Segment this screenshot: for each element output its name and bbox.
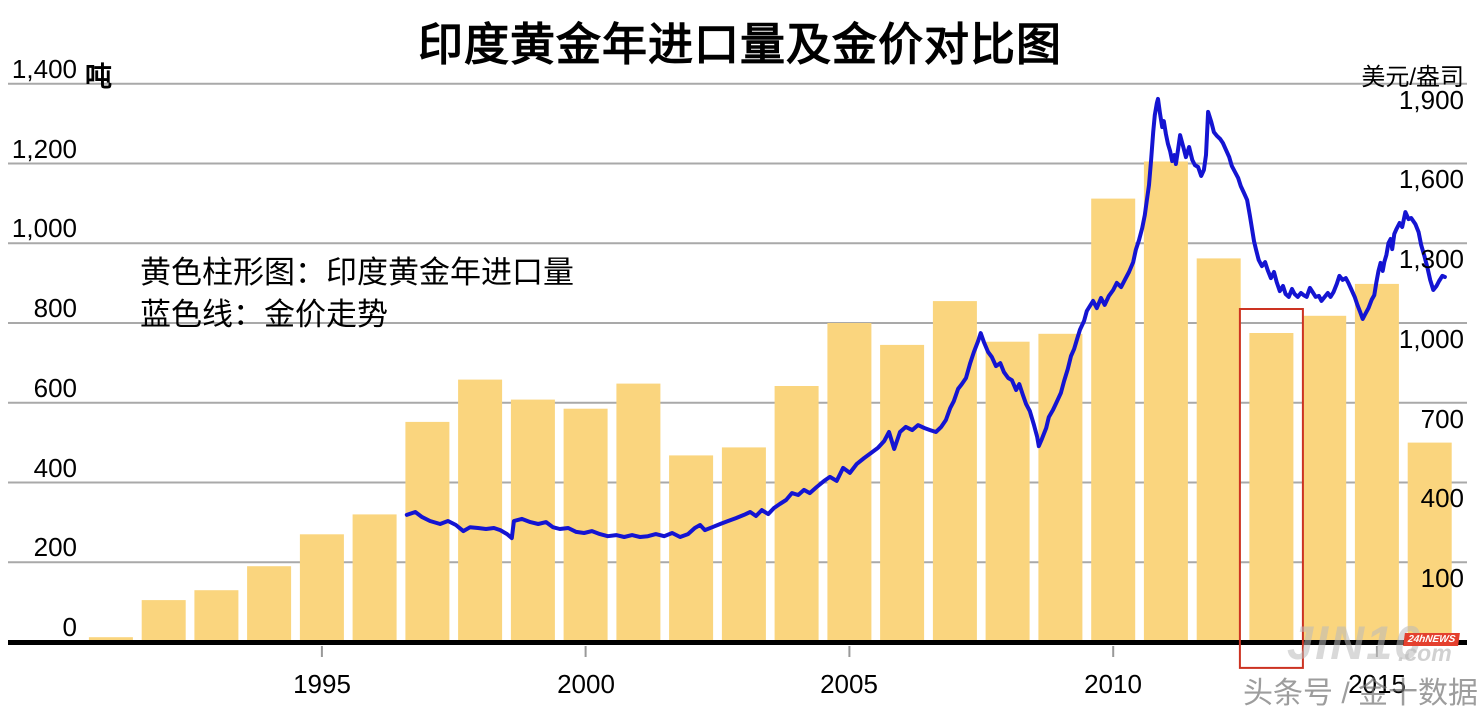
x-axis-tick: 2010 bbox=[1084, 669, 1142, 699]
x-axis-tick: 2015 bbox=[1348, 669, 1406, 699]
watermark-caption: 头条号 / 金十数据 bbox=[1243, 677, 1479, 709]
right-axis-unit-label: 美元/盎司 bbox=[1361, 64, 1464, 91]
left-axis-tick: 200 bbox=[33, 532, 77, 562]
x-axis-tick: 1995 bbox=[293, 669, 351, 699]
legend-line-label: 蓝色线：金价走势 bbox=[140, 297, 388, 332]
right-axis-tick: 1,000 bbox=[1398, 324, 1464, 354]
left-axis-tick: 800 bbox=[33, 293, 77, 323]
left-axis-tick: 1,400 bbox=[11, 54, 77, 84]
watermark-brand-logo: JIN10 bbox=[1287, 616, 1423, 669]
x-axis-tick: 2005 bbox=[820, 669, 878, 699]
right-axis-tick: 700 bbox=[1420, 404, 1464, 434]
left-axis-tick: 400 bbox=[33, 453, 77, 483]
right-axis-tick: 1,600 bbox=[1398, 164, 1464, 194]
left-axis-tick: 0 bbox=[62, 612, 77, 642]
watermark-news-badge: 24hNEWS bbox=[1403, 633, 1461, 646]
x-axis-tick: 2000 bbox=[557, 669, 615, 699]
left-axis-tick: 1,200 bbox=[11, 134, 77, 164]
right-axis-tick: 100 bbox=[1420, 563, 1464, 593]
right-axis-tick: 1,300 bbox=[1398, 244, 1464, 274]
chart-title: 印度黄金年进口量及金价对比图 bbox=[417, 19, 1062, 70]
left-axis-tick: 1,000 bbox=[11, 213, 77, 243]
left-axis-tick: 600 bbox=[33, 373, 77, 403]
left-axis-unit-label: 吨 bbox=[85, 62, 112, 92]
legend-bars-label: 黄色柱形图：印度黄金年进口量 bbox=[140, 255, 574, 290]
right-axis-tick: 1,900 bbox=[1398, 85, 1464, 115]
right-axis-tick: 400 bbox=[1420, 483, 1464, 513]
